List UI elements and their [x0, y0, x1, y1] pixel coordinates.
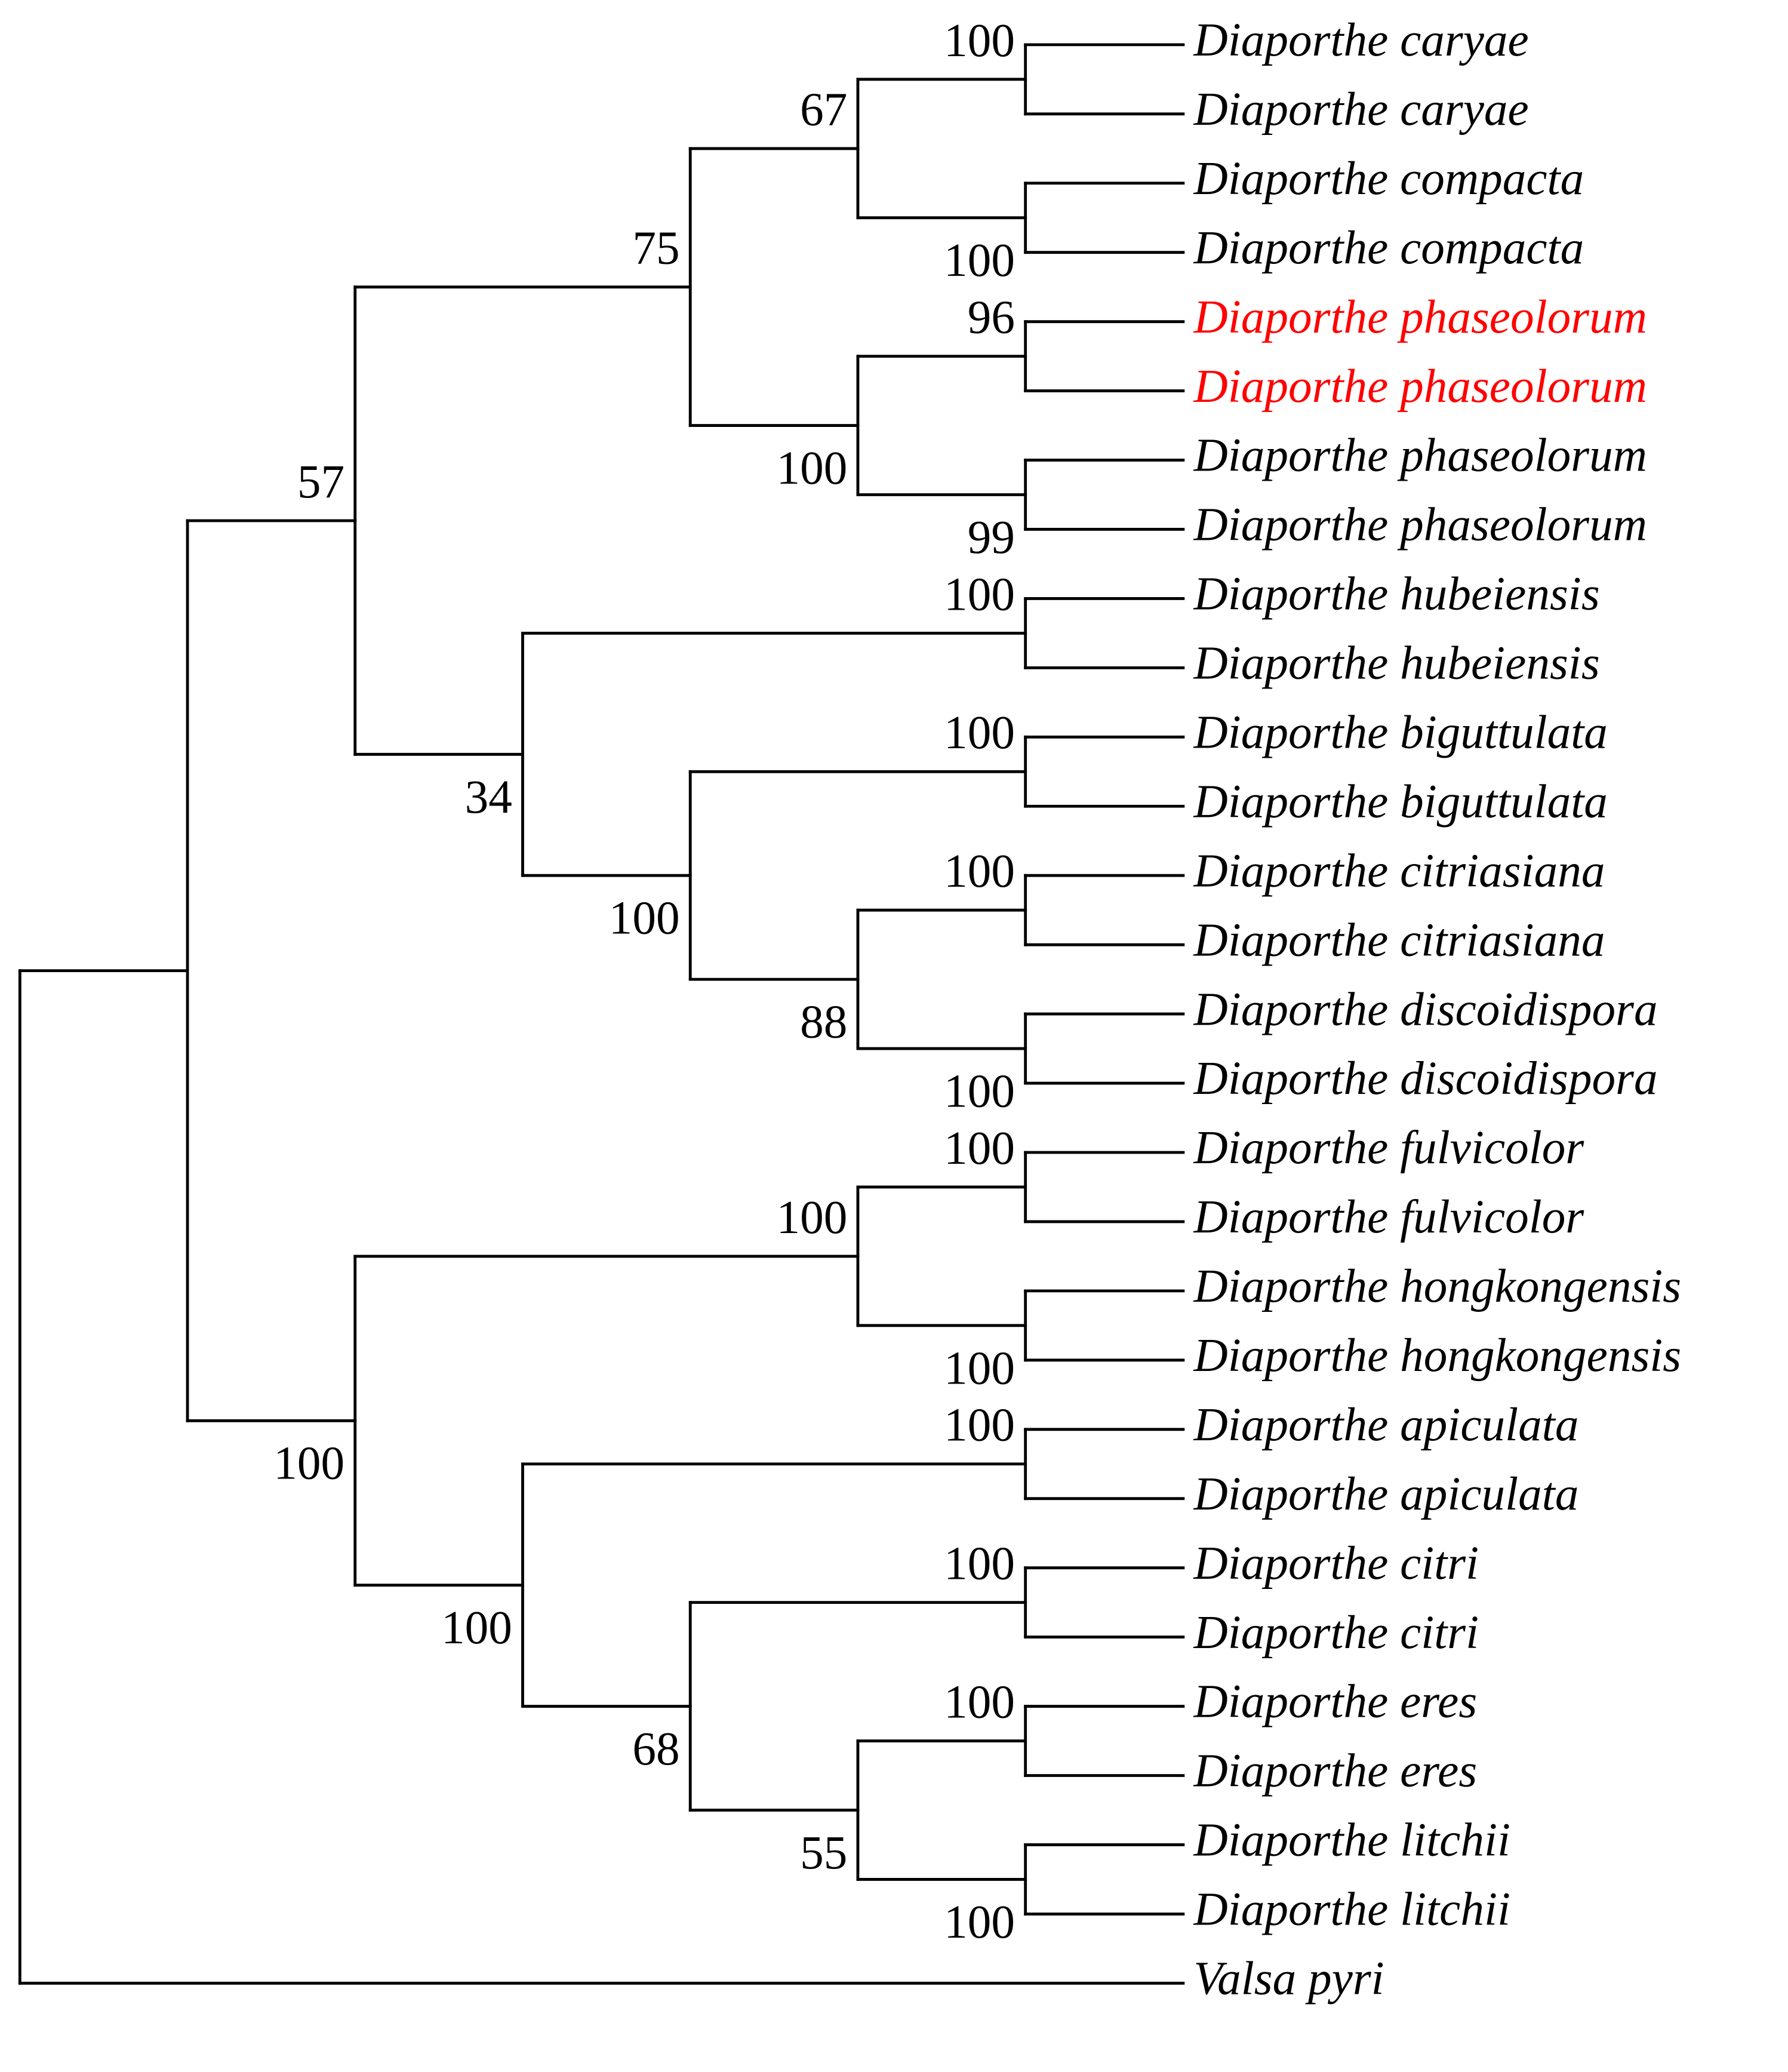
- bootstrap-support: 96: [968, 291, 1015, 344]
- bootstrap-support: 100: [944, 234, 1015, 287]
- bootstrap-support: 100: [944, 568, 1015, 620]
- bootstrap-support: 88: [800, 996, 847, 1049]
- taxon-label: Diaporthe caryae: [1193, 14, 1529, 66]
- taxon-label: Diaporthe hongkongensis: [1193, 1260, 1682, 1312]
- taxon-label: Diaporthe litchii: [1193, 1883, 1511, 1936]
- taxon-label: Diaporthe phaseolorum: [1193, 429, 1647, 482]
- taxon-label: Diaporthe citriasiana: [1193, 914, 1605, 966]
- taxon-label: Diaporthe eres: [1193, 1676, 1478, 1728]
- taxon-label: Diaporthe phaseolorum: [1193, 499, 1647, 551]
- bootstrap-support: 100: [776, 442, 847, 494]
- taxon-label: Diaporthe apiculata: [1193, 1468, 1579, 1520]
- bootstrap-support: 100: [944, 706, 1015, 759]
- taxon-label: Diaporthe citri: [1193, 1537, 1479, 1590]
- taxon-label: Diaporthe citri: [1193, 1606, 1479, 1659]
- taxon-label: Diaporthe hongkongensis: [1193, 1329, 1682, 1382]
- taxon-label: Diaporthe hubeiensis: [1193, 637, 1600, 690]
- taxon-label: Diaporthe compacta: [1193, 152, 1584, 205]
- bootstrap-support: 57: [297, 456, 344, 508]
- bootstrap-support: 100: [273, 1437, 344, 1490]
- bootstrap-support: 55: [800, 1827, 847, 1879]
- taxon-label: Diaporthe phaseolorum: [1193, 291, 1647, 343]
- bootstrap-support: 100: [944, 1896, 1015, 1948]
- bootstrap-support: 100: [944, 1122, 1015, 1175]
- bootstrap-support: 75: [632, 222, 679, 275]
- bootstrap-support: 100: [609, 892, 680, 945]
- taxon-label: Valsa pyri: [1194, 1953, 1384, 2005]
- bootstrap-support: 100: [944, 1399, 1015, 1452]
- taxon-label: Diaporthe citriasiana: [1193, 844, 1605, 897]
- taxon-label: Diaporthe eres: [1193, 1745, 1478, 1797]
- bootstrap-support: 67: [800, 84, 847, 136]
- bootstrap-support: 100: [776, 1191, 847, 1244]
- taxon-label: Diaporthe caryae: [1193, 83, 1529, 136]
- taxon-label: Diaporthe fulvicolor: [1193, 1121, 1585, 1174]
- bootstrap-support: 100: [944, 1676, 1015, 1728]
- bootstrap-support: 68: [632, 1723, 679, 1775]
- bootstrap-support: 100: [441, 1601, 512, 1654]
- taxon-label: Diaporthe apiculata: [1193, 1398, 1579, 1451]
- bootstrap-support: 100: [944, 1065, 1015, 1118]
- bootstrap-support: 100: [944, 14, 1015, 67]
- taxon-label: Diaporthe hubeiensis: [1193, 568, 1600, 620]
- taxon-label: Diaporthe litchii: [1193, 1814, 1511, 1867]
- taxon-label: Diaporthe discoidispora: [1193, 1052, 1658, 1105]
- taxon-label: Diaporthe biguttulata: [1193, 775, 1608, 828]
- bootstrap-support: 100: [944, 1342, 1015, 1394]
- taxon-label: Diaporthe biguttulata: [1193, 706, 1608, 759]
- taxon-label: Diaporthe discoidispora: [1193, 983, 1658, 1035]
- taxon-label: Diaporthe fulvicolor: [1193, 1191, 1585, 1243]
- taxon-label: Diaporthe compacta: [1193, 222, 1584, 274]
- bootstrap-support: 34: [465, 771, 512, 823]
- bootstrap-support: 99: [968, 511, 1015, 564]
- taxon-label: Diaporthe phaseolorum: [1193, 360, 1647, 413]
- bootstrap-support: 100: [944, 845, 1015, 897]
- bootstrap-support: 100: [944, 1538, 1015, 1590]
